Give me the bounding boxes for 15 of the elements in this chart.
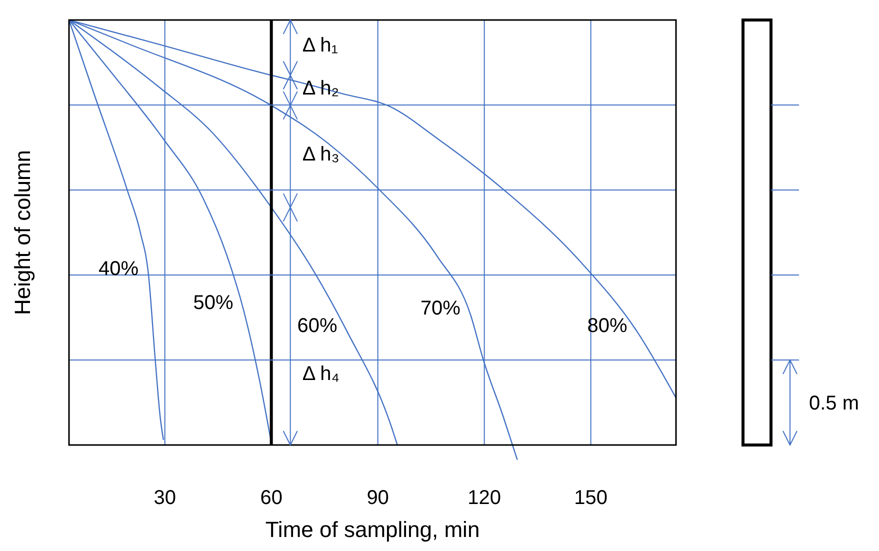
annotation: Δ h₃ [302, 143, 340, 166]
x-tick-label: 30 [154, 487, 176, 510]
text: 0.5 m [809, 392, 860, 414]
x-tick-label: 90 [366, 487, 389, 510]
x-tick-label: 150 [574, 487, 608, 510]
series-label: 50% [193, 292, 234, 314]
annotation: Δ h₁ [302, 34, 338, 57]
series-label: 60% [297, 314, 338, 337]
series-label: 70% [420, 298, 461, 320]
annotation: Δ h₄ [302, 362, 340, 385]
series-label: 40% [98, 258, 139, 280]
y-axis-title: Height of column [10, 150, 35, 316]
x-tick-label: 120 [468, 487, 502, 510]
x-axis-title: Time of sampling, min [265, 516, 480, 542]
x-tick-label: 60 [260, 487, 282, 510]
